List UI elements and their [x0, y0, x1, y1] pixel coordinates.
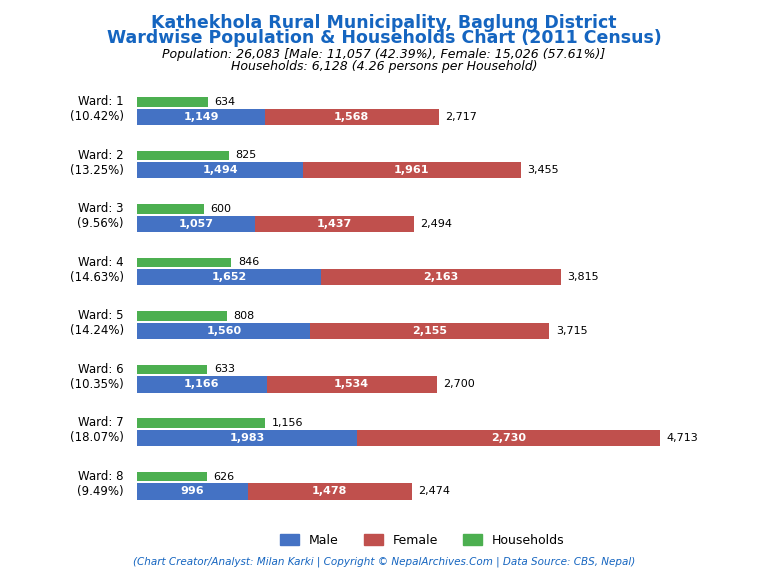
- Bar: [137, 323, 310, 339]
- Bar: [265, 109, 439, 125]
- Bar: [137, 472, 207, 481]
- Text: Kathekhola Rural Municipality, Baglung District: Kathekhola Rural Municipality, Baglung D…: [151, 14, 617, 32]
- Text: 626: 626: [214, 472, 234, 481]
- Text: 1,166: 1,166: [184, 379, 220, 390]
- Bar: [137, 270, 320, 285]
- Text: 2,155: 2,155: [412, 326, 448, 336]
- Text: Ward: 2
(13.25%): Ward: 2 (13.25%): [70, 149, 124, 177]
- Text: 3,815: 3,815: [568, 273, 599, 282]
- Text: 2,474: 2,474: [419, 487, 450, 496]
- Bar: [303, 162, 521, 179]
- Bar: [137, 430, 357, 446]
- Text: 1,568: 1,568: [334, 112, 369, 122]
- Text: Ward: 1
(10.42%): Ward: 1 (10.42%): [70, 96, 124, 124]
- Text: 1,149: 1,149: [184, 112, 219, 122]
- Bar: [137, 258, 231, 267]
- Bar: [137, 376, 266, 393]
- Text: 633: 633: [214, 364, 235, 375]
- Text: 808: 808: [233, 311, 255, 321]
- Text: 3,455: 3,455: [528, 165, 559, 175]
- Bar: [137, 151, 229, 160]
- Bar: [137, 418, 266, 428]
- Text: 996: 996: [180, 487, 204, 496]
- Bar: [357, 430, 660, 446]
- Bar: [266, 376, 437, 393]
- Text: (Chart Creator/Analyst: Milan Karki | Copyright © NepalArchives.Com | Data Sourc: (Chart Creator/Analyst: Milan Karki | Co…: [133, 557, 635, 567]
- Text: 3,715: 3,715: [556, 326, 588, 336]
- Bar: [310, 323, 549, 339]
- Text: 2,163: 2,163: [423, 273, 458, 282]
- Text: 600: 600: [210, 204, 231, 214]
- Text: 1,156: 1,156: [272, 418, 303, 428]
- Bar: [137, 311, 227, 321]
- Text: Ward: 3
(9.56%): Ward: 3 (9.56%): [78, 202, 124, 230]
- Text: 1,057: 1,057: [178, 219, 214, 229]
- Legend: Male, Female, Households: Male, Female, Households: [276, 529, 569, 552]
- Text: 1,494: 1,494: [202, 165, 238, 175]
- Text: Ward: 4
(14.63%): Ward: 4 (14.63%): [70, 256, 124, 284]
- Text: 2,494: 2,494: [421, 219, 452, 229]
- Text: Ward: 7
(18.07%): Ward: 7 (18.07%): [70, 416, 124, 444]
- Text: Households: 6,128 (4.26 persons per Household): Households: 6,128 (4.26 persons per Hous…: [230, 60, 538, 72]
- Text: 1,534: 1,534: [334, 379, 369, 390]
- Bar: [137, 365, 207, 374]
- Bar: [137, 204, 204, 214]
- Text: 1,437: 1,437: [316, 219, 352, 229]
- Text: Ward: 6
(10.35%): Ward: 6 (10.35%): [70, 363, 124, 391]
- Text: 1,560: 1,560: [207, 326, 241, 336]
- Bar: [248, 484, 412, 499]
- Text: 825: 825: [236, 150, 257, 161]
- Text: 2,717: 2,717: [445, 112, 477, 122]
- Bar: [137, 162, 303, 179]
- Text: Ward: 8
(9.49%): Ward: 8 (9.49%): [78, 470, 124, 498]
- Text: 2,730: 2,730: [492, 433, 526, 443]
- Text: 2,700: 2,700: [443, 379, 475, 390]
- Bar: [137, 109, 265, 125]
- Bar: [137, 216, 254, 232]
- Text: Ward: 5
(14.24%): Ward: 5 (14.24%): [70, 310, 124, 338]
- Text: Wardwise Population & Households Chart (2011 Census): Wardwise Population & Households Chart (…: [107, 29, 661, 47]
- Text: 4,713: 4,713: [667, 433, 699, 443]
- Bar: [137, 97, 207, 107]
- Text: 1,961: 1,961: [394, 165, 429, 175]
- Bar: [320, 270, 561, 285]
- Text: 634: 634: [214, 97, 235, 107]
- Bar: [137, 484, 248, 499]
- Text: Population: 26,083 [Male: 11,057 (42.39%), Female: 15,026 (57.61%)]: Population: 26,083 [Male: 11,057 (42.39%…: [162, 48, 606, 60]
- Text: 1,652: 1,652: [211, 273, 247, 282]
- Text: 846: 846: [238, 258, 259, 267]
- Text: 1,983: 1,983: [230, 433, 265, 443]
- Text: 1,478: 1,478: [312, 487, 347, 496]
- Bar: [254, 216, 414, 232]
